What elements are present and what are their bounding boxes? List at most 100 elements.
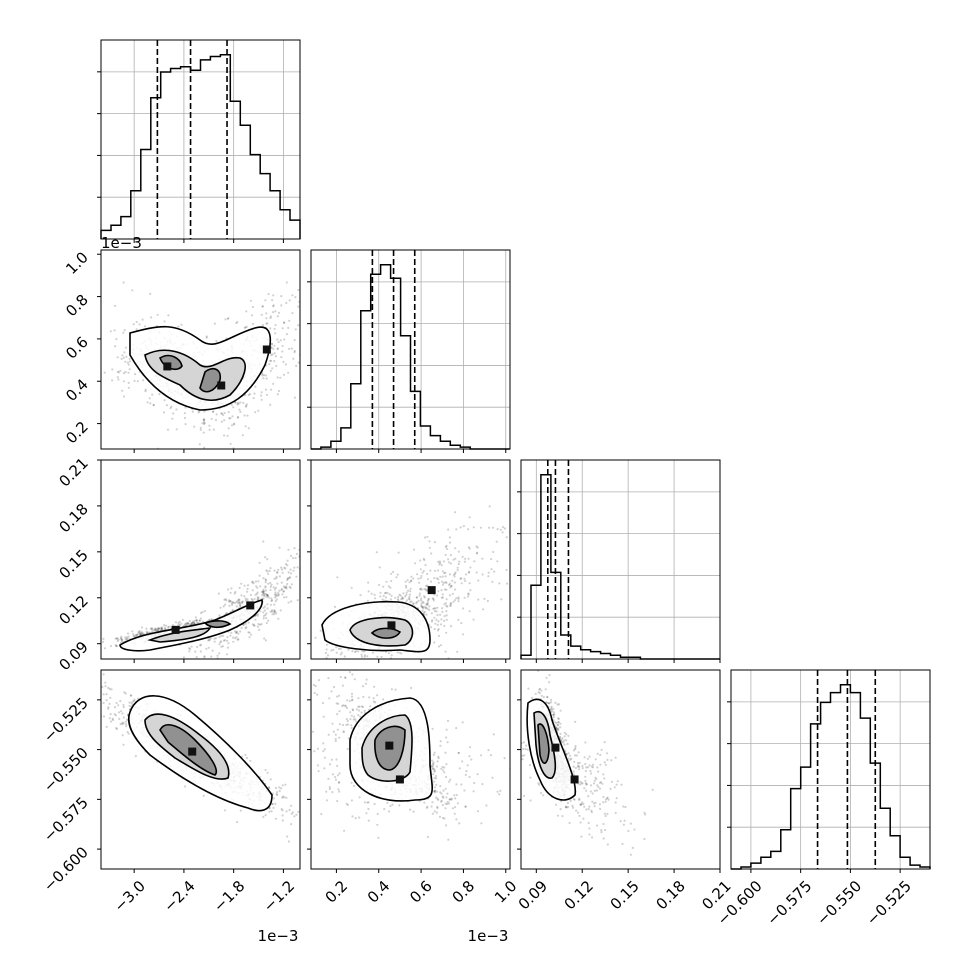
sample-point: [246, 584, 250, 587]
sample-point: [145, 630, 148, 633]
sample-point: [249, 759, 252, 762]
sample-point: [246, 587, 249, 591]
sample-point: [276, 315, 279, 318]
sample-point: [236, 416, 239, 419]
sample-point: [279, 376, 282, 379]
sample-point: [472, 790, 475, 793]
sample-point: [301, 329, 303, 331]
sample-point: [456, 569, 459, 572]
sample-point: [265, 317, 268, 320]
sample-point: [164, 627, 167, 631]
sample-point: [350, 726, 353, 730]
sample-point: [444, 807, 447, 810]
sample-point: [266, 594, 269, 597]
sample-point: [357, 714, 360, 717]
sample-point: [505, 536, 508, 539]
sample-point: [425, 806, 428, 809]
sample-point: [405, 599, 408, 602]
sample-point: [287, 371, 290, 374]
sample-point: [273, 577, 276, 580]
sample-point: [136, 633, 139, 636]
sample-point: [123, 329, 126, 332]
sample-point: [304, 692, 306, 694]
sample-point: [250, 633, 253, 636]
sample-point: [315, 289, 317, 291]
sample-point: [525, 744, 528, 747]
sample-point: [122, 706, 125, 709]
sample-point: [354, 720, 357, 723]
sample-point: [596, 766, 599, 769]
sample-point: [103, 371, 106, 374]
sample-point: [328, 763, 332, 766]
sample-point: [119, 700, 122, 703]
sample-point: [307, 574, 309, 576]
sample-point: [134, 634, 137, 637]
sample-point: [262, 588, 265, 591]
sample-point: [367, 581, 370, 584]
sample-point: [139, 633, 142, 636]
sample-point: [366, 655, 369, 658]
sample-point: [445, 547, 449, 551]
sample-point: [136, 633, 139, 636]
sample-point: [288, 808, 291, 812]
sample-point: [503, 757, 506, 760]
sample-point: [126, 730, 129, 734]
sample-point: [304, 309, 306, 311]
sample-point: [160, 626, 163, 629]
density-peak: [246, 601, 255, 610]
sample-point: [350, 695, 354, 698]
sample-point: [329, 665, 331, 667]
sample-point: [455, 783, 458, 786]
sample-point: [109, 696, 112, 700]
sample-point: [239, 604, 242, 607]
sample-point: [274, 591, 277, 594]
sample-point: [296, 566, 299, 569]
sample-point: [281, 593, 284, 596]
sample-point: [262, 377, 265, 380]
sample-point: [111, 717, 114, 720]
sample-point: [271, 299, 274, 302]
scatter-panel-p3-vs-p0: [97, 669, 310, 873]
sample-point: [227, 427, 230, 430]
sample-point: [372, 697, 375, 700]
sample-point: [308, 813, 310, 815]
sample-point: [203, 655, 206, 658]
sample-point: [446, 741, 449, 744]
sample-point: [425, 603, 429, 607]
sample-point: [493, 570, 496, 573]
sample-point: [350, 692, 354, 696]
sample-point: [114, 345, 117, 348]
sample-point: [286, 577, 289, 580]
density-peak: [262, 345, 271, 354]
sample-point: [151, 393, 154, 396]
sample-point: [463, 789, 466, 792]
sample-point: [443, 588, 446, 591]
sample-point: [102, 693, 105, 696]
sample-point: [421, 571, 424, 574]
sample-point: [320, 812, 323, 816]
sample-point: [447, 561, 450, 564]
sample-point: [278, 786, 281, 789]
sample-point: [482, 608, 485, 611]
sample-point: [192, 621, 195, 624]
sample-point: [276, 347, 279, 350]
sample-point: [529, 776, 532, 779]
sample-point: [244, 425, 247, 428]
sample-point: [142, 379, 145, 382]
sample-point: [445, 581, 448, 585]
sample-point: [169, 407, 172, 410]
sample-point: [373, 802, 376, 806]
sample-point: [352, 784, 356, 787]
sample-point: [262, 597, 265, 600]
sample-point: [400, 598, 403, 601]
sample-point: [430, 552, 433, 555]
sample-point: [366, 801, 369, 804]
sample-point: [323, 767, 326, 770]
sample-point: [92, 643, 94, 645]
sample-point: [210, 417, 213, 420]
sample-point: [251, 589, 254, 592]
sample-point: [131, 630, 134, 633]
sample-point: [265, 593, 268, 596]
sample-point: [287, 548, 290, 551]
sample-point: [278, 575, 281, 578]
